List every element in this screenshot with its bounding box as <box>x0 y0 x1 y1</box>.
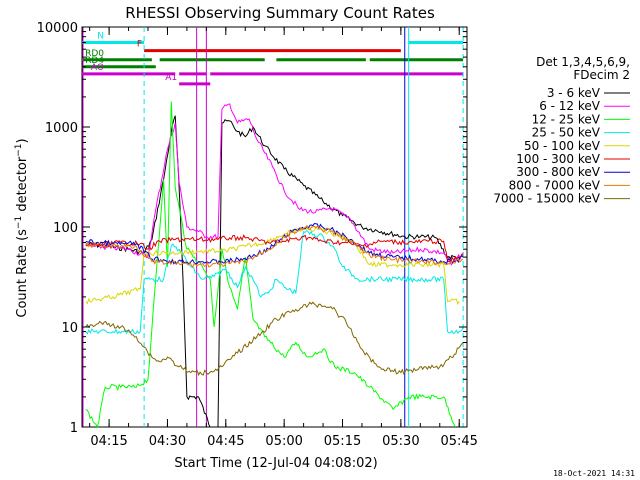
flag-bar-label: RD4 <box>85 56 104 66</box>
series-line-7 <box>85 224 464 268</box>
y-label-exp1: −1 <box>14 216 24 229</box>
x-tick-label: 05:15 <box>324 434 361 449</box>
y-tick-label: 10000 <box>37 21 78 36</box>
legend-label-1: 6 - 12 keV <box>539 99 601 113</box>
y-tick-label: 1 <box>70 421 78 436</box>
x-tick-label: 05:00 <box>265 434 302 449</box>
y-axis-label: Count Rate (s−1 detector−1) <box>14 138 30 317</box>
plot-frame <box>81 26 468 428</box>
y-label-main: Count Rate (s <box>15 229 30 318</box>
series-line-6 <box>85 222 464 265</box>
flag-bar-label: A1 <box>165 73 177 83</box>
legend-label-2: 12 - 25 keV <box>532 112 601 126</box>
series-line-4 <box>85 225 460 306</box>
vertical-markers <box>82 27 464 427</box>
legend-header-line1: Det 1,3,4,5,6,9, <box>536 55 630 69</box>
series-line-8 <box>85 301 464 377</box>
flag-bar-label: AO <box>91 63 104 73</box>
legend-label-7: 800 - 7000 keV <box>509 178 601 192</box>
chart-title: RHESSI Observing Summary Count Rates <box>125 4 435 22</box>
series-line-2 <box>85 101 456 429</box>
y-label-end: ) <box>15 138 30 143</box>
axes-group: 1 10 100 1000 10000 04:15 04:30 04:45 05:00 05:15… <box>37 21 478 449</box>
x-tick-label: 05:45 <box>440 434 477 449</box>
x-tick-label: 04:45 <box>207 434 244 449</box>
y-label-exp2: −1 <box>14 143 24 156</box>
series-line-5 <box>85 234 464 263</box>
flag-bar-label: N <box>97 31 104 41</box>
legend-label-6: 300 - 800 keV <box>516 165 600 179</box>
legend-header-line2: FDecim 2 <box>573 68 630 82</box>
y-tick-label: 10 <box>61 321 78 336</box>
legend-label-5: 100 - 300 keV <box>516 152 600 166</box>
series-line-0 <box>85 115 460 428</box>
y-tick-label: 1000 <box>45 121 78 136</box>
x-tick-label: 05:30 <box>382 434 419 449</box>
footer-timestamp: 18-Oct-2021 14:31 <box>553 469 635 478</box>
flag-bar-label: F <box>137 40 142 50</box>
y-label-mid: detector <box>15 156 30 216</box>
legend-label-0: 3 - 6 keV <box>547 86 601 100</box>
legend-label-8: 7000 - 15000 keV <box>493 192 600 206</box>
legend-label-4: 50 - 100 keV <box>524 139 601 153</box>
series-group <box>85 101 464 429</box>
legend-label-3: 25 - 50 keV <box>532 126 601 140</box>
x-tick-label: 04:15 <box>90 434 127 449</box>
x-axis-label: Start Time (12-Jul-04 04:08:02) <box>174 456 377 471</box>
x-tick-label: 04:30 <box>149 434 186 449</box>
y-tick-label: 100 <box>53 221 78 236</box>
series-line-3 <box>85 229 464 335</box>
flag-bar-label: RD0 <box>85 49 104 59</box>
